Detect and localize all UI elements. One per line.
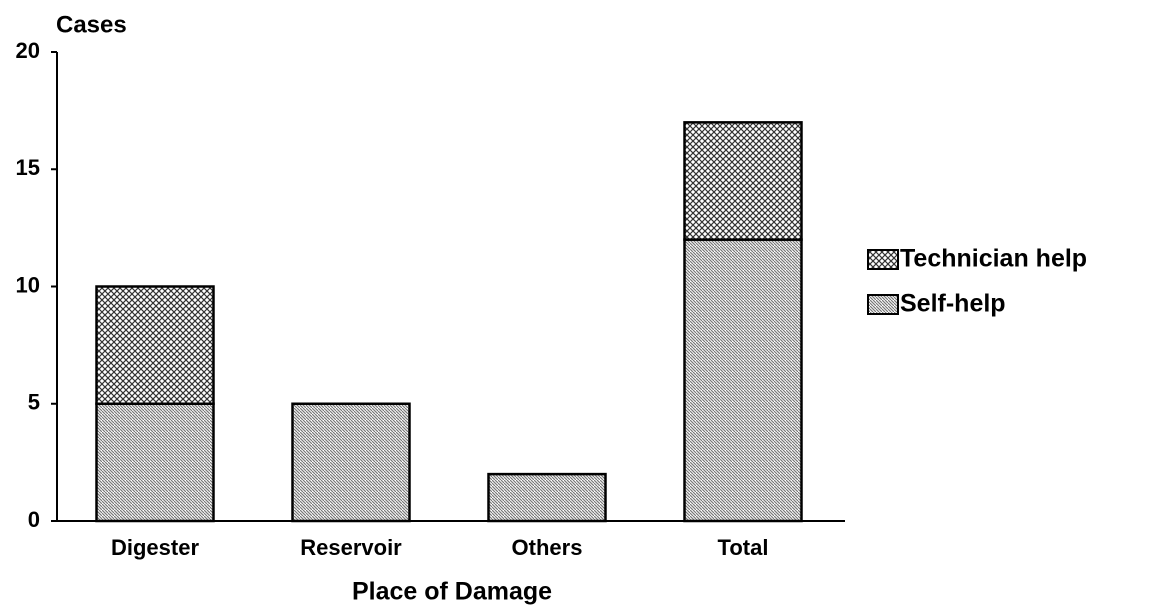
x-tick-label: Digester xyxy=(111,535,199,560)
legend-label: Self-help xyxy=(900,290,1006,318)
bar-segment xyxy=(95,402,215,523)
x-axis-label: Place of Damage xyxy=(352,578,552,606)
bar-segment xyxy=(683,121,803,241)
bar-segment xyxy=(487,472,607,523)
y-tick-label: 15 xyxy=(16,155,40,180)
legend-swatch xyxy=(867,294,899,315)
x-tick-label: Total xyxy=(718,535,769,560)
legend-label: Technician help xyxy=(900,245,1087,273)
y-axis-label: Cases xyxy=(56,11,127,38)
x-tick-label: Reservoir xyxy=(300,535,402,560)
y-tick-label: 5 xyxy=(28,390,40,415)
legend-swatch xyxy=(867,249,899,270)
bar-segment xyxy=(95,285,215,405)
y-tick-label: 20 xyxy=(16,38,40,63)
bar-segment xyxy=(291,402,411,523)
y-tick-label: 0 xyxy=(28,507,40,532)
bar-segment xyxy=(683,238,803,523)
x-tick-label: Others xyxy=(512,535,583,560)
y-tick-label: 10 xyxy=(16,272,40,297)
